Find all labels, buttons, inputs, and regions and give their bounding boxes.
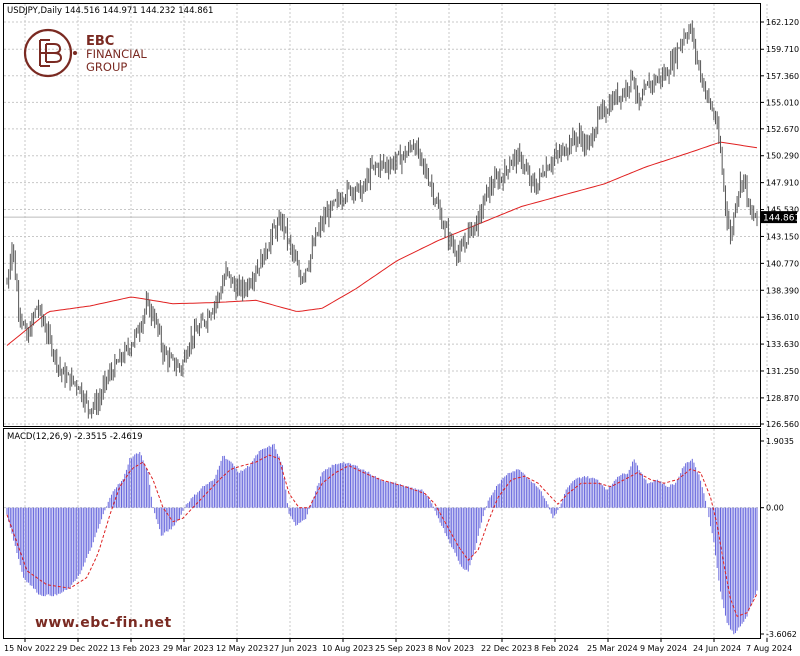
time-axis: 15 Nov 2022 29 Dec 2022 13 Feb 2023 29 Mar …	[4, 638, 792, 653]
time-tick-label: 10 Aug 2023	[322, 644, 373, 653]
time-tick-label: 8 Nov 2023	[428, 644, 474, 653]
time-tick-label: 13 Feb 2023	[110, 644, 160, 653]
time-tick-label: 27 Jun 2023	[269, 644, 317, 653]
price-tick-label: 133.630	[766, 340, 799, 349]
candlesticks	[6, 20, 758, 419]
price-tick-label: 140.770	[766, 259, 799, 268]
time-tick-label: 29 Dec 2022	[57, 644, 108, 653]
price-panel-frame	[3, 3, 761, 427]
macd-panel-frame	[3, 428, 761, 639]
price-tick-label: 128.870	[766, 394, 799, 403]
price-tick-label: 155.010	[766, 98, 799, 107]
time-tick-label: 24 Jun 2024	[693, 644, 741, 653]
macd-tick-label: 1.9035	[766, 437, 794, 446]
logo-line1: EBC	[86, 34, 114, 49]
logo-line2: FINANCIAL	[86, 47, 147, 61]
price-tick-label: 157.360	[766, 72, 799, 81]
price-tick-label: 145.530	[766, 206, 799, 215]
price-tick-label: 152.670	[766, 125, 799, 134]
macd-info: MACD(12,26,9) -2.3515 -2.4619	[7, 432, 143, 442]
price-tick-label: 162.120	[766, 18, 799, 27]
time-tick-label: 12 May 2023	[216, 644, 268, 653]
time-tick-label: 8 Feb 2024	[534, 644, 579, 653]
price-tick-label: 143.150	[766, 232, 799, 241]
macd-histogram	[6, 443, 758, 635]
signal-line	[6, 454, 758, 617]
macd-tick-label: 0.00	[766, 504, 784, 513]
macd-tick-label: -3.6062	[766, 630, 797, 639]
price-tick-label: 159.710	[766, 45, 799, 54]
gridlines	[4, 4, 768, 638]
current-price-label: 144.861	[763, 214, 800, 224]
price-tick-label: 131.250	[766, 367, 799, 376]
ebc-logo: EBC FINANCIAL GROUP	[23, 28, 147, 78]
logo-dot-icon	[73, 51, 77, 55]
moving-average	[6, 141, 758, 346]
price-tick-label: 147.910	[766, 179, 799, 188]
logo-line3: GROUP	[86, 60, 127, 74]
time-tick-label: 25 Sep 2023	[375, 644, 426, 653]
time-tick-label: 15 Nov 2022	[4, 644, 55, 653]
ma-line	[6, 141, 758, 346]
logo-monogram-icon	[39, 39, 63, 67]
price-tick-label: 126.560	[766, 420, 799, 429]
logo-circle-icon	[23, 28, 73, 78]
time-tick-label: 25 Mar 2024	[587, 644, 638, 653]
time-tick-label: 22 Dec 2023	[481, 644, 532, 653]
symbol-info: USDJPY,Daily 144.516 144.971 144.232 144…	[7, 6, 213, 16]
time-tick-label: 7 Aug 2024	[746, 644, 792, 653]
macd-signal	[6, 454, 758, 617]
macd-axis: 1.9035 0.00 -3.6062	[760, 437, 797, 639]
current-price-tag: 144.861	[761, 211, 800, 224]
time-tick-label: 29 Mar 2023	[163, 644, 214, 653]
price-tick-label: 138.390	[766, 286, 799, 295]
price-tick-label: 150.290	[766, 152, 799, 161]
website-url: www.ebc-fin.net	[35, 615, 172, 631]
price-axis: 162.120 159.710 157.360 155.010 152.670 150.2…	[760, 18, 799, 429]
time-tick-label: 9 May 2024	[640, 644, 687, 653]
price-tick-label: 136.010	[766, 313, 799, 322]
